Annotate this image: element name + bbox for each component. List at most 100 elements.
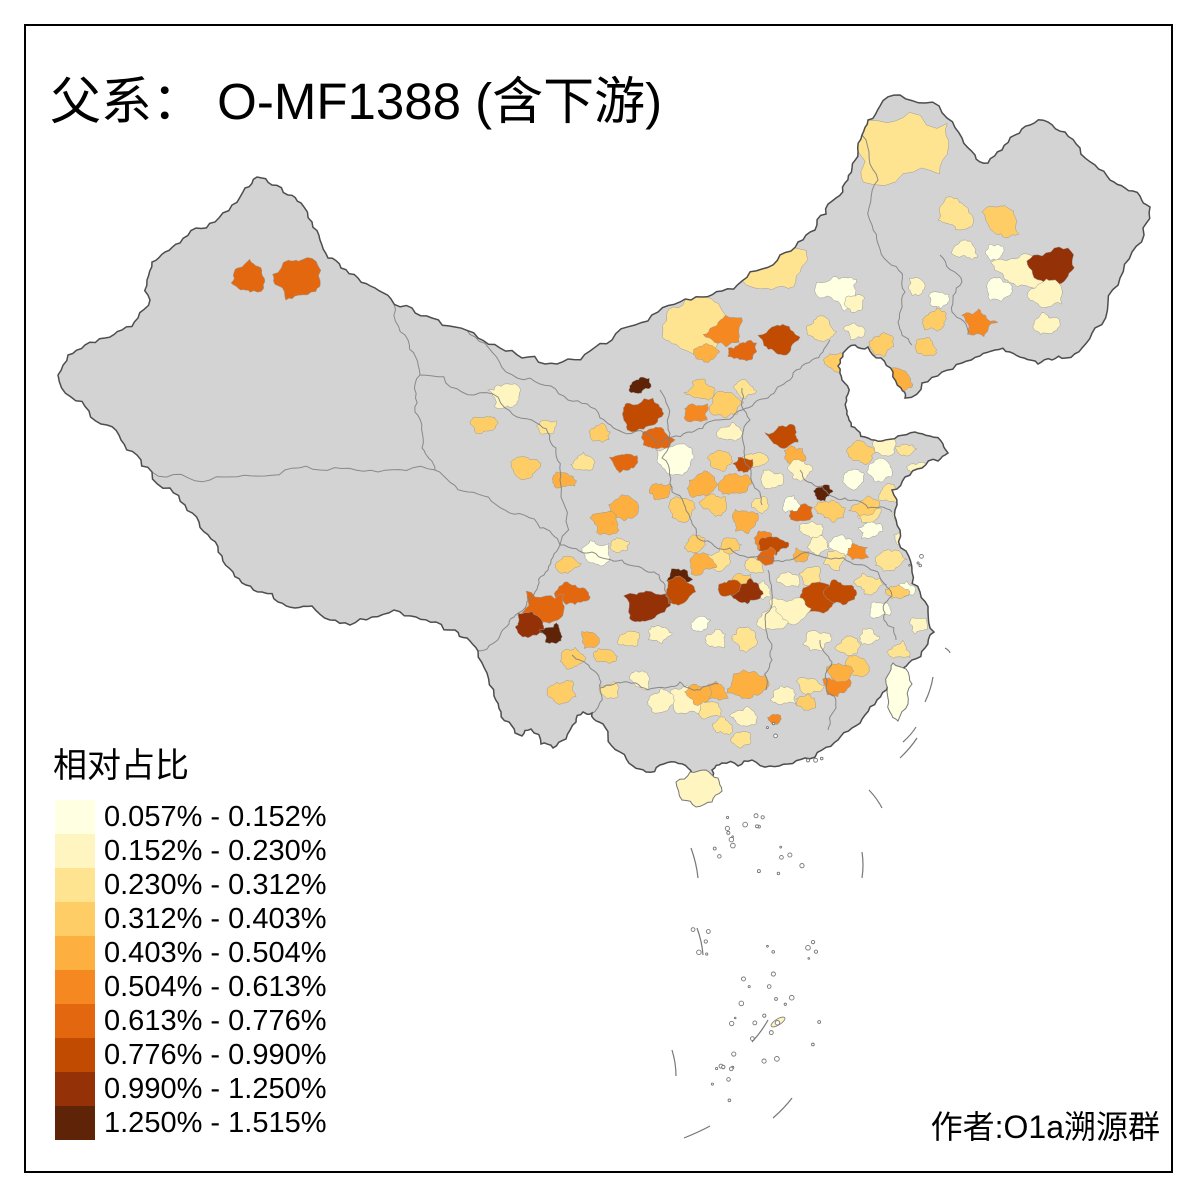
sea-boundary-segment [868,789,883,809]
islet-mark [721,1064,726,1070]
province-border [659,389,701,541]
map-region [795,677,825,695]
islet-mark [806,758,811,763]
islet-mark [918,563,922,568]
islet-mark [738,1000,745,1007]
map-region [751,496,770,515]
map-region [712,716,734,736]
map-region [900,521,924,541]
islet-mark [753,813,759,819]
legend-row: 0.403% - 0.504% [55,936,326,970]
map-region [886,639,911,659]
map-region [682,378,716,401]
hainan-island [675,769,723,808]
sea-boundary-segment [690,847,699,879]
map-region [726,669,770,700]
islet-mark [770,971,776,977]
islet-mark [717,854,722,859]
map-region [608,453,639,474]
legend-row: 0.990% - 1.250% [55,1072,326,1106]
map-region [894,443,918,457]
province-border [819,640,837,731]
islet-mark [710,1082,714,1086]
islet-mark [772,721,776,726]
map-region [704,628,726,649]
map-region [727,339,758,362]
sea-boundary-segment [902,726,917,743]
map-region [554,555,582,574]
province-border [390,298,436,471]
map-region [649,483,672,501]
legend-label: 0.230% - 0.312% [104,868,327,901]
province-border [799,469,893,513]
islet-mark [760,815,765,820]
map-region [689,552,718,576]
map-region [641,426,676,450]
islet-mark [729,1020,735,1027]
legend-label: 0.776% - 0.990% [104,1038,327,1071]
islet-mark [766,944,769,948]
map-region [1027,278,1063,309]
islet-mark [741,976,746,982]
islet-mark [783,1002,787,1006]
islet-mark [765,726,769,730]
map-region [732,457,754,474]
map-region [535,419,557,435]
legend-swatch [55,1004,95,1038]
map-region [647,688,675,714]
map-region [514,611,548,639]
legend-row: 0.057% - 0.152% [55,800,326,834]
map-region [905,487,925,504]
map-region [733,379,758,400]
islet-mark [805,944,811,951]
islet-mark [774,1020,781,1026]
legend-label: 1.250% - 1.515% [104,1106,327,1139]
map-region [951,239,978,260]
map-region [843,294,866,313]
legend-rows: 0.057% - 0.152% 0.152% - 0.230% 0.230% - 0… [55,800,326,1140]
islet-mark [730,842,736,849]
islet-mark [766,984,772,989]
province-border [599,681,719,691]
islet-mark [731,1051,737,1057]
map-region [843,322,866,341]
map-region [757,323,801,356]
map-region [822,579,857,606]
legend-swatch [55,970,95,1004]
legend-swatch [55,868,95,902]
legend: 相对占比 0.057% - 0.152% 0.152% - 0.230% 0.230… [53,746,326,1140]
islet-mark [712,846,717,851]
islet-mark [788,994,795,1001]
title-haplogroup: O-MF1388 (含下游) [203,73,663,130]
legend-swatch [55,800,95,834]
map-region [847,495,881,519]
sea-boundary-segment [751,1019,769,1043]
map-region [729,706,758,727]
legend-row: 1.250% - 1.515% [55,1106,326,1140]
map-region [744,557,764,574]
islet-mark [762,1013,767,1018]
province-border [861,134,913,346]
islet-mark [813,757,818,763]
legend-swatch [55,936,95,970]
map-region [859,628,881,645]
map-region [766,713,782,725]
map-region [589,423,611,443]
islet-mark [727,1098,732,1103]
province-border [434,469,561,546]
map-region [683,534,707,553]
sea-boundary-segment [671,1049,677,1077]
sea-boundary-segment [899,737,918,759]
map-region [647,625,673,644]
map-region [853,572,887,596]
islet-mark [715,1066,719,1071]
islet-mark [733,1016,737,1020]
national-border [57,94,1151,798]
islet-mark [916,561,920,565]
islet-mark [690,927,696,932]
islet-mark [726,815,730,819]
legend-row: 0.504% - 0.613% [55,970,326,1004]
legend-row: 0.230% - 0.312% [55,868,326,902]
map-region [928,291,950,310]
map-region [730,731,752,749]
